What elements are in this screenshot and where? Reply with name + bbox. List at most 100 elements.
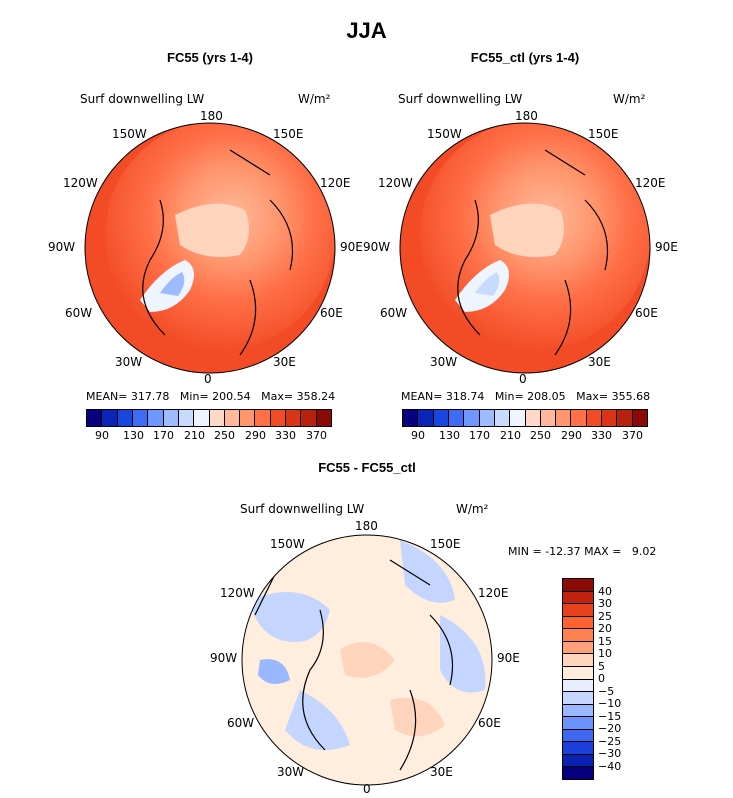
panel-2-cbar-swatch-12 [586, 410, 603, 426]
panel-1-colorbar [86, 409, 332, 427]
panel-1-cbar-swatch-1 [102, 410, 118, 426]
panel-3-cbar-tick-10: 10 [598, 647, 612, 660]
panel-3-cbar-swatch-13 [563, 742, 593, 755]
panel-1-lon-150w: 150W [112, 127, 147, 141]
panel-1-lon-30e: 30E [273, 355, 296, 369]
panel-2-cbar-tick-290: 290 [561, 429, 582, 442]
panel-3-cbar-tick-neg10: −10 [598, 697, 622, 710]
panel-2-cbar-tick-90: 90 [411, 429, 425, 442]
panel-3-lon-120w: 120W [220, 586, 255, 600]
panel-3-cbar-tick-0: 0 [598, 672, 605, 685]
panel-1-cbar-tick-330: 330 [275, 429, 296, 442]
panel-3-lon-30e: 30E [430, 765, 453, 779]
panel-2-units: W/m² [613, 92, 646, 106]
panel-1-variable-label: Surf downwelling LW [80, 92, 205, 106]
panel-1-lon-180: 180 [200, 109, 223, 123]
panel-3-cbar-swatch-5 [563, 641, 593, 655]
panel-3-negative-region-4 [285, 690, 350, 750]
panel-3-cbar-swatch-2 [563, 604, 593, 617]
panel-3-min-label: MIN = [508, 545, 542, 558]
panel-2-cbar-swatch-0 [403, 410, 419, 426]
panel-1-max-label: Max= [261, 390, 294, 403]
panel-3-variable-label: Surf downwelling LW [240, 502, 365, 516]
panel-3-cbar-swatch-7 [563, 666, 593, 680]
panel-1-title: FC55 (yrs 1-4) [167, 50, 253, 65]
panel-2-colorbar [402, 409, 648, 427]
panel-1-cbar-swatch-4 [148, 410, 164, 426]
panel-1-cbar-tick-170: 170 [153, 429, 174, 442]
panel-1-map-boundary [84, 122, 336, 374]
panel-2-cbar-swatch-13 [602, 410, 618, 426]
panel-2-cbar-swatch-7 [510, 410, 526, 426]
panel-1-cbar-tick-290: 290 [245, 429, 266, 442]
panel-3-lon-90e: 90E [497, 651, 520, 665]
panel-3-units: W/m² [456, 502, 489, 516]
panel-2-cbar-swatch-15 [632, 410, 647, 426]
panel-2-cbar-tick-130: 130 [439, 429, 460, 442]
panel-3-lon-180: 180 [355, 519, 378, 533]
panel-2-lon-30e: 30E [588, 355, 611, 369]
panel-2-greenland-core [475, 272, 500, 296]
panel-2-lon-0: 0 [519, 372, 527, 386]
panel-3-cbar-swatch-4 [563, 629, 593, 642]
panel-3-cbar-swatch-11 [563, 717, 593, 730]
panel-2-cbar-swatch-2 [433, 410, 449, 426]
panel-1-lon-120e: 120E [320, 176, 351, 190]
panel-1-cbar-swatch-15 [316, 410, 331, 426]
panel-3-cbar-tick-neg30: −30 [598, 747, 622, 760]
panel-3-negative-region-2 [400, 540, 455, 603]
panel-1-lon-30w: 30W [115, 355, 143, 369]
panel-2-lon-90w: 90W [363, 240, 391, 254]
panel-2-lon-120e: 120E [635, 176, 666, 190]
panel-2-cbar-tick-330: 330 [591, 429, 612, 442]
panel-3-cbar-swatch-14 [563, 754, 593, 768]
panel-1-arctic-ocean [175, 203, 249, 258]
panel-2-lon-150e: 150E [588, 127, 619, 141]
panel-1-cbar-swatch-0 [87, 410, 103, 426]
panel-3-cbar-swatch-9 [563, 692, 593, 705]
panel-2-cbar-tick-370: 370 [622, 429, 643, 442]
panel-2-mean-value: 318.74 [445, 390, 485, 403]
panel-3-cbar-swatch-15 [563, 767, 593, 779]
panel-3-cbar-tick-5: 5 [598, 660, 605, 673]
panel-1-cbar-swatch-12 [270, 410, 287, 426]
panel-2-lon-150w: 150W [427, 127, 462, 141]
panel-1-cbar-swatch-2 [117, 410, 133, 426]
panel-3-cbar-swatch-10 [563, 704, 593, 718]
panel-3-positive-region-2 [390, 697, 445, 737]
panel-2-max-label: Max= [576, 390, 609, 403]
panel-2-cbar-swatch-10 [556, 410, 572, 426]
panel-3-cbar-tick-40: 40 [598, 585, 612, 598]
panel-2-lon-30w: 30W [430, 355, 458, 369]
panel-1-lon-0: 0 [204, 372, 212, 386]
panel-1-max-value: 358.24 [296, 390, 336, 403]
panel-3-positive-region-1 [340, 642, 395, 678]
panel-2-cbar-swatch-9 [540, 410, 557, 426]
panel-1-lon-150e: 150E [273, 127, 304, 141]
panel-2-cbar-swatch-8 [525, 410, 541, 426]
panel-2-lon-180: 180 [515, 109, 538, 123]
panel-1-units: W/m² [298, 92, 331, 106]
panel-3-cbar-tick-neg5: −5 [598, 685, 615, 698]
panel-2-map-boundary [399, 122, 651, 374]
panel-3-lon-90w: 90W [210, 651, 238, 665]
panel-3-lon-150w: 150W [270, 537, 305, 551]
panel-1-lon-60w: 60W [65, 306, 93, 320]
panel-3-lon-60w: 60W [227, 716, 255, 730]
panel-3-min-value: -12.37 [545, 545, 581, 558]
panel-1-cbar-swatch-9 [224, 410, 241, 426]
panel-2-cbar-swatch-14 [617, 410, 633, 426]
panel-3-map-boundary [241, 534, 493, 786]
panel-3-cbar-tick-20: 20 [598, 622, 612, 635]
panel-1-mean-value: 317.78 [130, 390, 170, 403]
panel-1-cbar-swatch-5 [163, 410, 179, 426]
main-title: JJA [346, 18, 387, 43]
panel-1-cbar-swatch-13 [286, 410, 302, 426]
panel-2-lon-60w: 60W [380, 306, 408, 320]
panel-1-cbar-tick-130: 130 [123, 429, 144, 442]
panel-2-lon-60e: 60E [635, 306, 658, 320]
panel-1-lon-90e: 90E [340, 240, 363, 254]
panel-2-cbar-swatch-6 [494, 410, 511, 426]
